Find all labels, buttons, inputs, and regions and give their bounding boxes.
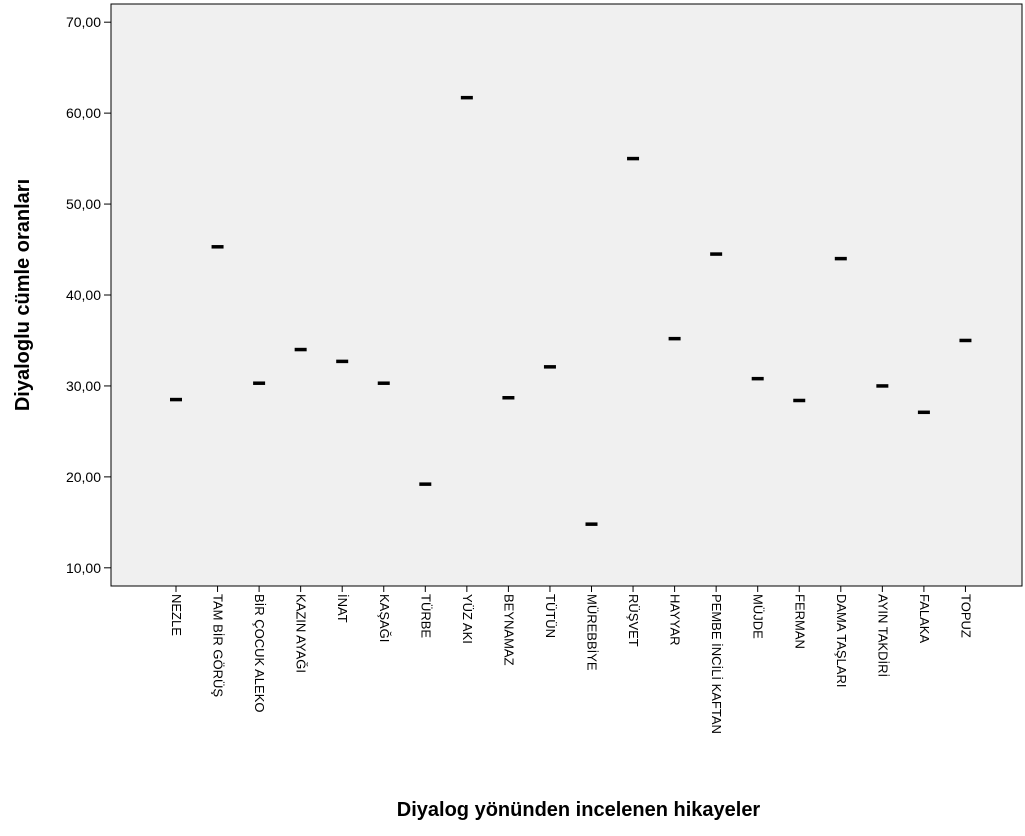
data-point <box>211 245 224 249</box>
data-point <box>419 482 432 486</box>
x-tick-label: FALAKA <box>917 594 932 643</box>
data-point <box>959 338 972 343</box>
data-point <box>668 336 681 341</box>
x-tick-label: MÜREBBİYE <box>585 594 600 671</box>
data-point <box>793 398 806 403</box>
data-point <box>294 347 307 352</box>
plot-area <box>110 3 1023 587</box>
data-point <box>460 95 473 100</box>
x-tick-label: KAŞAĞI <box>377 594 392 642</box>
data-point <box>502 396 515 400</box>
x-axis-title: Diyalog yönünden incelenen hikayeler <box>397 799 761 821</box>
x-tick-label: TAM BİR GÖRÜŞ <box>211 594 226 697</box>
y-tick-label: 70,00 <box>66 14 101 30</box>
data-point <box>377 381 390 385</box>
x-tick-label: TÜTÜN <box>543 594 558 638</box>
data-point <box>627 156 640 161</box>
x-tick-label: FERMAN <box>792 594 807 649</box>
y-tick-label: 40,00 <box>66 287 101 303</box>
data-point <box>834 256 847 261</box>
data-point <box>917 410 930 415</box>
y-axis: 10,00 20,00 30,00 40,00 50,00 60,00 70,00 <box>66 14 111 576</box>
x-tick-label: DAMA TAŞLARI <box>834 594 849 687</box>
x-tick-label: İNAT <box>335 594 350 623</box>
data-point <box>876 384 889 388</box>
data-point <box>336 359 349 364</box>
x-tick-label: BİR ÇOCUK ALEKO <box>252 594 267 712</box>
data-point <box>710 252 723 256</box>
data-point <box>170 397 182 402</box>
x-tick-label: RÜŞVET <box>626 594 641 647</box>
data-point <box>751 376 764 381</box>
x-tick-label: BEYNAMAZ <box>501 594 516 666</box>
x-tick-label: MÜJDE <box>751 594 766 639</box>
y-tick-label: 60,00 <box>66 105 101 121</box>
x-axis: NEZLE TAM BİR GÖRÜŞ BİR ÇOCUK ALEKO KAZIN A… <box>169 586 973 734</box>
y-axis-title: Diyaloglu cümle oranları <box>12 179 34 411</box>
data-point <box>253 381 266 385</box>
y-tick-label: 10,00 <box>66 560 101 576</box>
x-tick-label: TOPUZ <box>958 594 973 638</box>
x-tick-label: PEMBE İNCİLİ KAFTAN <box>709 594 724 734</box>
x-tick-label: HAYYAR <box>668 594 683 646</box>
y-tick-label: 20,00 <box>66 469 101 485</box>
data-point <box>543 365 556 369</box>
y-tick-label: 30,00 <box>66 378 101 394</box>
x-tick-label: AYIN TAKDİRİ <box>875 594 890 677</box>
y-tick-label: 50,00 <box>66 196 101 212</box>
x-tick-label: NEZLE <box>169 594 184 636</box>
data-point <box>585 522 598 526</box>
data-markers <box>170 95 972 526</box>
x-tick-label: YÜZ AKI <box>460 594 475 644</box>
x-tick-label: KAZIN AYAĞI <box>294 594 309 673</box>
x-tick-label: TÜRBE <box>418 594 433 638</box>
